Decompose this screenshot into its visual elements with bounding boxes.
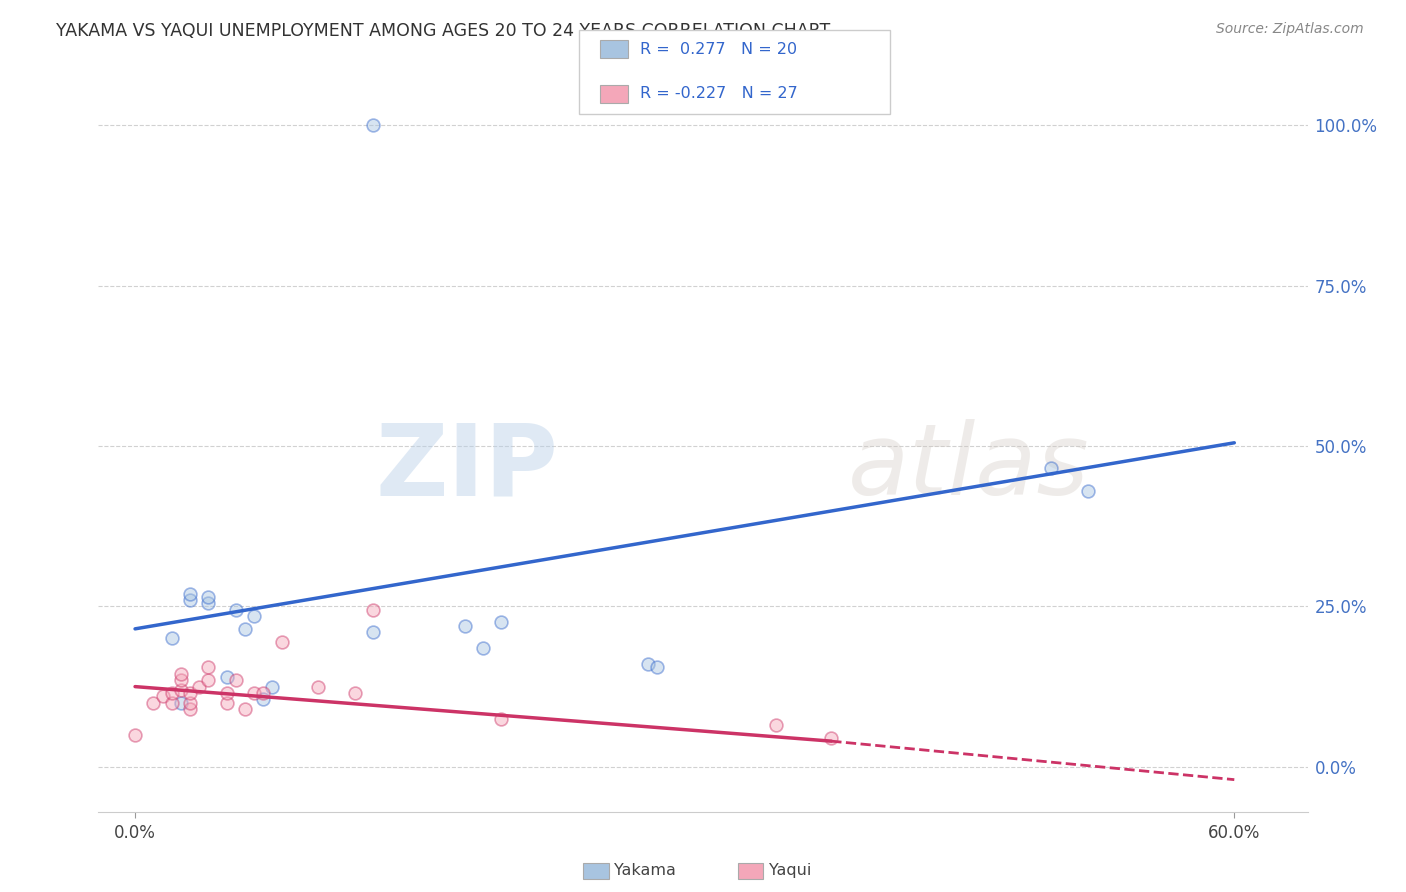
Point <box>160 696 183 710</box>
Point <box>197 590 219 604</box>
Point <box>307 680 329 694</box>
Text: atlas: atlas <box>848 419 1090 516</box>
Text: YAKAMA VS YAQUI UNEMPLOYMENT AMONG AGES 20 TO 24 YEARS CORRELATION CHART: YAKAMA VS YAQUI UNEMPLOYMENT AMONG AGES … <box>56 22 831 40</box>
Point <box>252 686 274 700</box>
Point <box>645 660 668 674</box>
Point <box>197 596 219 610</box>
Point <box>270 634 292 648</box>
Point <box>637 657 659 672</box>
Point <box>179 702 201 716</box>
Point <box>179 586 201 600</box>
Point <box>491 712 513 726</box>
Point <box>124 728 146 742</box>
Point <box>472 641 495 656</box>
Point <box>361 602 384 616</box>
Point <box>160 686 183 700</box>
Point <box>179 686 201 700</box>
Point <box>179 593 201 607</box>
Point <box>142 696 165 710</box>
Point <box>262 680 284 694</box>
Point <box>1077 483 1099 498</box>
Point <box>361 118 384 132</box>
Point <box>170 666 193 681</box>
Point <box>765 718 787 732</box>
Point <box>225 602 247 616</box>
Point <box>215 686 238 700</box>
Text: ZIP: ZIP <box>375 419 558 516</box>
Point <box>170 673 193 688</box>
Text: Source: ZipAtlas.com: Source: ZipAtlas.com <box>1216 22 1364 37</box>
Point <box>170 682 193 697</box>
Point <box>233 702 256 716</box>
Point <box>243 609 266 624</box>
Point <box>491 615 513 630</box>
Point <box>343 686 366 700</box>
Point <box>215 670 238 684</box>
Point <box>215 696 238 710</box>
Point <box>160 632 183 646</box>
Point <box>152 690 174 704</box>
Point <box>233 622 256 636</box>
Point <box>188 680 211 694</box>
Text: R =  0.277   N = 20: R = 0.277 N = 20 <box>640 42 797 56</box>
Point <box>820 731 842 745</box>
Point <box>197 673 219 688</box>
Text: R = -0.227   N = 27: R = -0.227 N = 27 <box>640 87 797 101</box>
Point <box>243 686 266 700</box>
Point <box>361 625 384 640</box>
Point <box>454 618 477 632</box>
Point <box>179 696 201 710</box>
Point <box>170 696 193 710</box>
Point <box>252 692 274 706</box>
Point <box>197 660 219 674</box>
Point <box>1040 461 1063 475</box>
Text: Yakama: Yakama <box>614 863 676 878</box>
Text: Yaqui: Yaqui <box>769 863 811 878</box>
Point <box>225 673 247 688</box>
